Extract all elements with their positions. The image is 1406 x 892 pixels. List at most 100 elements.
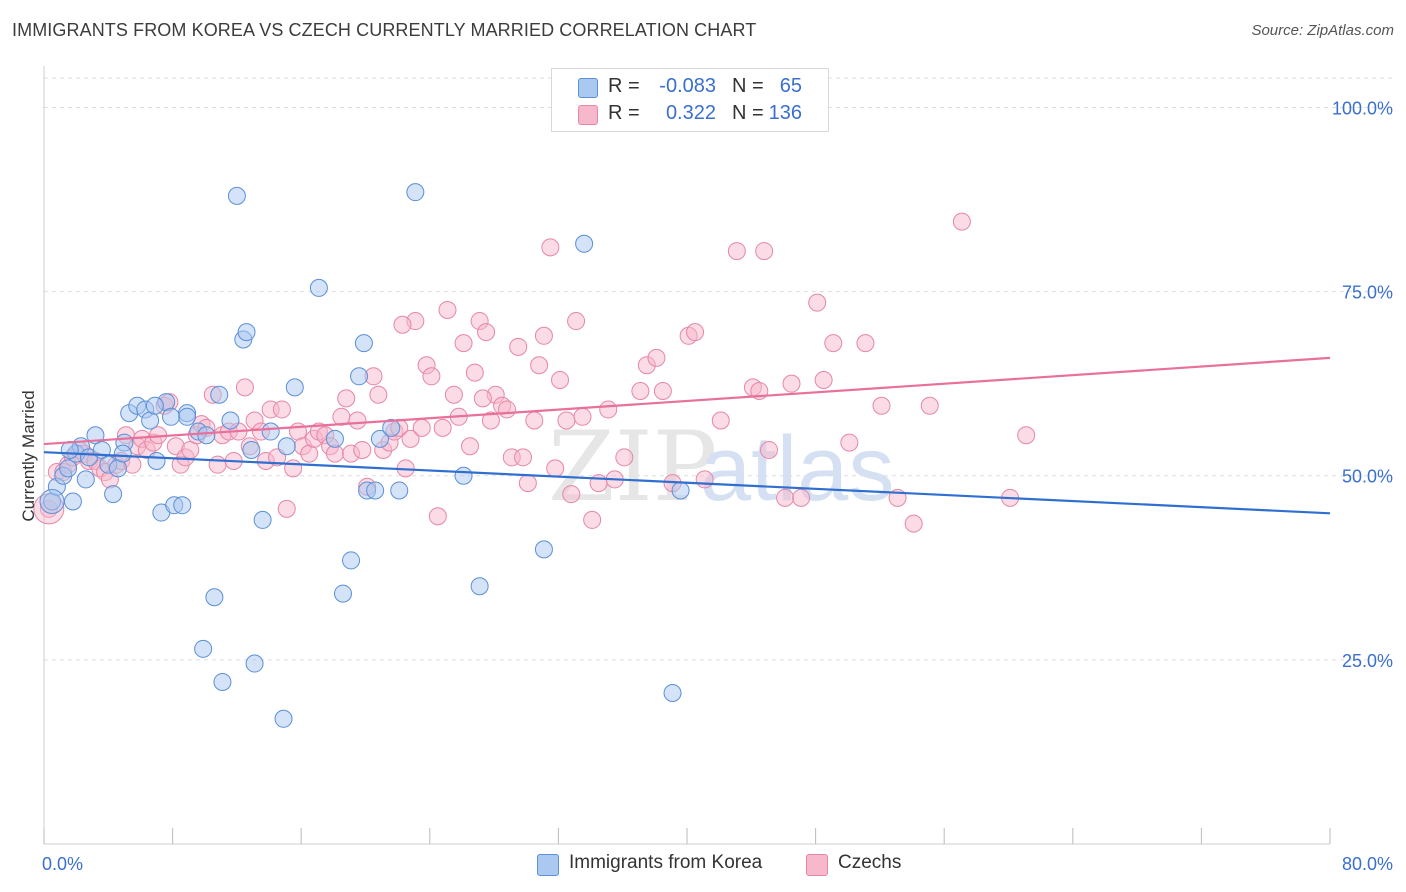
czech-point xyxy=(353,440,372,459)
korea-point xyxy=(406,183,425,202)
czech-point xyxy=(727,242,746,261)
korea-point xyxy=(104,485,123,504)
korea-point xyxy=(213,672,232,691)
korea-point xyxy=(205,588,224,607)
czech-point xyxy=(208,455,227,474)
grid-lines xyxy=(44,77,1392,661)
korea-point xyxy=(274,709,293,728)
legend-row-korea: R = -0.083 N = 65 xyxy=(552,74,828,100)
czech-point xyxy=(615,448,634,467)
korea-point xyxy=(161,407,180,426)
czech-point xyxy=(856,334,875,353)
korea-point xyxy=(63,492,82,511)
legend-n-label: N = xyxy=(732,75,764,97)
czech-point xyxy=(557,411,576,430)
correlation-legend: R = -0.083 N = 65 R = 0.322 N = 136 xyxy=(551,68,829,132)
legend-swatch-korea xyxy=(578,78,598,98)
korea-point xyxy=(382,418,401,437)
czech-point xyxy=(525,411,544,430)
watermark-zip: ZIP xyxy=(548,411,717,523)
korea-point xyxy=(333,584,352,603)
czech-point xyxy=(792,488,811,507)
korea-point-cluster xyxy=(39,489,65,515)
czech-point xyxy=(514,448,533,467)
czech-point xyxy=(518,474,537,493)
czech-point xyxy=(473,389,492,408)
czech-point xyxy=(583,510,602,529)
bottom-legend-label-korea: Immigrants from Korea xyxy=(569,852,763,873)
x-tick-label-min: 0.0% xyxy=(42,854,83,874)
czech-point xyxy=(759,440,778,459)
czech-point xyxy=(952,212,971,231)
czech-point xyxy=(412,418,431,437)
korea-point xyxy=(237,323,256,342)
korea-point xyxy=(59,459,78,478)
axes xyxy=(43,66,1331,845)
legend-r-label: R = xyxy=(608,75,640,97)
trend-lines xyxy=(43,356,1331,515)
korea-point xyxy=(342,551,361,570)
korea-point xyxy=(197,426,216,445)
czech-point xyxy=(755,242,774,261)
czech-point xyxy=(465,363,484,382)
czech-point xyxy=(546,459,565,478)
y-tick-label: 50.0% xyxy=(1342,467,1393,487)
czech-point xyxy=(272,400,291,419)
czech-point xyxy=(438,301,457,320)
czech-point xyxy=(567,312,586,331)
czech-point xyxy=(530,356,549,375)
korea-point xyxy=(470,577,489,596)
y-tick-label: 75.0% xyxy=(1342,283,1393,303)
korea-point xyxy=(60,440,79,459)
korea-point xyxy=(671,481,690,500)
czech-point xyxy=(782,374,801,393)
czech-point xyxy=(808,293,827,312)
czech-point xyxy=(509,337,528,356)
legend-n-label: N = xyxy=(732,102,764,124)
korea-point xyxy=(178,407,197,426)
czech-point xyxy=(235,378,254,397)
legend-r-label: R = xyxy=(608,102,640,124)
korea-point xyxy=(663,684,682,703)
korea-point xyxy=(113,444,132,463)
czech-point xyxy=(534,326,553,345)
czech-point xyxy=(647,348,666,367)
czech-point xyxy=(393,315,412,334)
czech-point xyxy=(481,411,500,430)
czech-point xyxy=(444,385,463,404)
czech-point xyxy=(541,238,560,257)
czech-point xyxy=(369,385,388,404)
korea-point xyxy=(285,378,304,397)
y-axis-label: Currently Married xyxy=(19,390,38,521)
czech-point xyxy=(551,370,570,389)
czech-point xyxy=(653,382,672,401)
bottom-legend-swatch-korea xyxy=(537,854,559,876)
czech-point xyxy=(631,382,650,401)
korea-point xyxy=(370,429,389,448)
korea-point xyxy=(366,481,385,500)
korea-trend-line xyxy=(43,451,1331,515)
czech-point xyxy=(695,470,714,489)
legend-swatch-czech xyxy=(578,105,598,125)
korea-point xyxy=(390,481,409,500)
legend-row-czech: R = 0.322 N = 136 xyxy=(552,101,828,127)
x-tick-label-max: 80.0% xyxy=(1342,854,1393,874)
legend-r-value: 0.322 xyxy=(665,102,716,124)
x-tick-labels: 0.0% 80.0% xyxy=(42,854,1393,874)
legend-n-value: 65 xyxy=(779,75,802,97)
czech-point xyxy=(872,396,891,415)
czech-point xyxy=(711,411,730,430)
czech-point xyxy=(599,400,618,419)
korea-point xyxy=(354,334,373,353)
korea-point xyxy=(534,540,553,559)
korea-points xyxy=(39,183,690,728)
czech-point xyxy=(573,407,592,426)
korea-point xyxy=(145,396,164,415)
czech-point xyxy=(686,323,705,342)
korea-point xyxy=(194,639,213,658)
czech-point xyxy=(840,433,859,452)
korea-point xyxy=(76,470,95,489)
y-tick-labels: 25.0% 50.0% 75.0% 100.0% xyxy=(1332,98,1393,670)
korea-point xyxy=(242,440,261,459)
